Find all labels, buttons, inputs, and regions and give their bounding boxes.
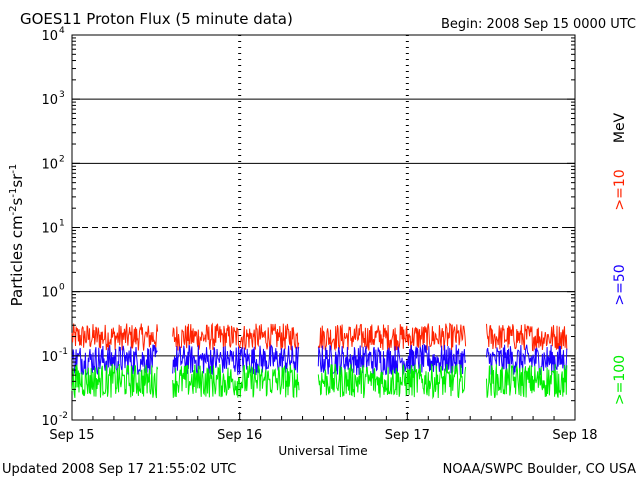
- legend-ge50: >=50: [612, 264, 628, 305]
- chart-title: GOES11 Proton Flux (5 minute data): [20, 10, 293, 28]
- y-tick-exp-4: 2: [59, 154, 65, 164]
- y-tick-label-5: 10: [41, 93, 58, 108]
- y-tick-exp-0: -2: [59, 411, 68, 421]
- x-tick-label-3: Sep 18: [552, 428, 597, 443]
- x-tick-label-1: Sep 16: [217, 428, 262, 443]
- y-tick-label-1: 10: [41, 350, 58, 365]
- y-tick-label-3: 10: [41, 222, 58, 237]
- y-tick-label-2: 10: [41, 286, 58, 301]
- y-tick-label-0: 10: [41, 414, 58, 429]
- y-axis-label: Particles cm-2s-1sr-1: [8, 164, 26, 307]
- x-tick-label-0: Sep 15: [49, 428, 94, 443]
- data-series: [71, 322, 568, 400]
- series-line-0: [71, 322, 568, 352]
- legend-ge10: >=10: [612, 169, 628, 210]
- legend: MeV >=10 >=50 >=100: [612, 112, 628, 405]
- credit: NOAA/SWPC Boulder, CO USA: [443, 462, 636, 477]
- x-axis: Sep 15 Sep 16 Sep 17 Sep 18: [49, 412, 598, 443]
- updated-timestamp: Updated 2008 Sep 17 21:55:02 UTC: [2, 462, 236, 477]
- legend-unit: MeV: [612, 112, 628, 143]
- y-tick-exp-6: 4: [59, 26, 65, 36]
- y-tick-exp-2: 0: [59, 283, 65, 293]
- y-tick-label-6: 10: [41, 29, 58, 44]
- y-tick-exp-1: -1: [59, 347, 68, 357]
- series-line-2: [71, 363, 568, 400]
- x-axis-label: Universal Time: [278, 444, 367, 458]
- y-tick-exp-3: 1: [59, 219, 65, 229]
- y-tick-exp-5: 3: [59, 90, 65, 100]
- legend-ge100: >=100: [612, 355, 628, 405]
- begin-time: Begin: 2008 Sep 15 0000 UTC: [441, 17, 636, 32]
- x-tick-label-2: Sep 17: [385, 428, 430, 443]
- y-tick-label-4: 10: [41, 157, 58, 172]
- series-line-1: [71, 343, 568, 377]
